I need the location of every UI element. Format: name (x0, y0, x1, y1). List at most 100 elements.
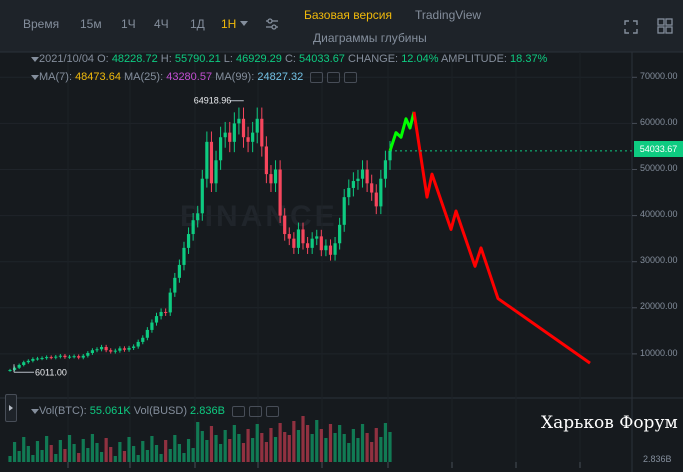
candle (35, 358, 40, 360)
ma-close-icon[interactable] (344, 71, 358, 83)
volume-bar (63, 449, 67, 462)
high-value: 55790.21 (174, 53, 221, 65)
volume-bar (255, 424, 259, 462)
vol-btc-label: Vol(BTC): (39, 405, 87, 417)
vol-busd-label: Vol(BUSD) (133, 405, 187, 417)
volume-bar (22, 437, 26, 462)
candle (360, 169, 365, 179)
vol-busd-value: 2.836B (190, 405, 225, 417)
volume-bar (338, 425, 342, 462)
price-tick: 10000.00 (640, 348, 678, 358)
expand-panel-button[interactable] (5, 394, 17, 422)
volume-bar (383, 423, 388, 462)
ma-legend: MA(7): 48473.64 MA(25): 43280.57 MA(99):… (31, 71, 358, 83)
candle (196, 213, 200, 221)
vol-btc-value: 55.061K (89, 405, 131, 417)
layout-grid-icon[interactable] (657, 18, 673, 34)
candle (319, 236, 323, 251)
candle (132, 346, 136, 348)
volume-bar (379, 437, 383, 462)
volume-bar (164, 440, 168, 462)
interval-1h[interactable]: 1Ч (121, 17, 136, 31)
price-tick: 20000.00 (640, 301, 678, 311)
volume-bar (232, 425, 236, 462)
candle (315, 236, 319, 239)
tab-tradingview[interactable]: TradingView (415, 8, 482, 22)
vol-settings-icon[interactable] (248, 405, 262, 417)
vol-close-icon[interactable] (265, 405, 279, 417)
candle (283, 215, 287, 235)
volume-bar (342, 434, 346, 462)
price-tick: 30000.00 (640, 255, 678, 265)
volume-bar (173, 435, 177, 462)
chevron-right-icon (9, 405, 13, 411)
volume-bar (118, 442, 122, 462)
time-label[interactable]: Время (23, 17, 60, 31)
fullscreen-icon[interactable] (623, 19, 639, 35)
candle (63, 355, 67, 358)
candle (168, 292, 172, 313)
interval-dropdown-icon[interactable] (240, 21, 248, 26)
collapse-legend-icon[interactable] (31, 56, 39, 62)
volume-bar (136, 455, 140, 462)
candle (246, 137, 250, 142)
open-label: O: (97, 53, 109, 65)
volume-bar (278, 423, 282, 462)
tab-depth-chart[interactable]: Диаграммы глубины (313, 31, 427, 45)
volume-bar (351, 429, 355, 462)
candle (31, 358, 35, 361)
indicator-settings-icon[interactable] (265, 17, 279, 31)
volume-bar (269, 428, 273, 462)
forum-caption: Харьков Форум (541, 413, 678, 433)
volume-bar (370, 442, 374, 462)
candle (182, 247, 186, 265)
volume-bar (251, 438, 255, 462)
candle (49, 357, 53, 359)
interval-1d[interactable]: 1Д (190, 17, 205, 31)
volume-bar (31, 455, 35, 462)
candle (347, 187, 351, 198)
candle (260, 118, 264, 147)
candle (154, 316, 159, 323)
interval-4h[interactable]: 4Ч (154, 17, 169, 31)
volume-bar (58, 440, 62, 462)
candle (164, 311, 168, 313)
vol-visibility-icon[interactable] (231, 405, 245, 417)
candle (237, 118, 241, 124)
volume-bar (287, 435, 291, 462)
interval-1w[interactable]: 1Н (221, 17, 237, 31)
interval-15m[interactable]: 15м (80, 17, 102, 31)
volume-legend: Vol(BTC): 55.061K Vol(BUSD) 2.836B (31, 405, 279, 417)
candle (67, 356, 72, 358)
candle (255, 118, 259, 133)
volume-bar (333, 433, 337, 462)
candle (232, 123, 236, 142)
volume-bar (145, 450, 149, 462)
ma-visibility-icon[interactable] (310, 71, 324, 83)
volume-bar (122, 451, 127, 462)
amplitude-label: AMPLITUDE: (440, 53, 507, 65)
volume-bar (177, 444, 181, 462)
volume-bar (182, 453, 186, 462)
volume-bar (283, 432, 287, 462)
volume-bar (127, 437, 131, 462)
collapse-volume-icon[interactable] (31, 408, 39, 414)
candle (310, 238, 314, 248)
candle (209, 141, 214, 184)
collapse-ma-icon[interactable] (31, 74, 39, 80)
candle (40, 358, 44, 360)
price-tick: 50000.00 (640, 163, 678, 173)
volume-bar (315, 420, 319, 462)
candle (214, 160, 218, 184)
ohlc-legend: 2021/10/04 O: 48228.72 H: 55790.21 L: 46… (31, 53, 547, 65)
tab-basic-version[interactable]: Базовая версия (304, 8, 392, 22)
candle (173, 277, 177, 293)
volume-bar (168, 449, 172, 462)
candle (205, 141, 209, 179)
volume-bar (196, 422, 200, 462)
candle (45, 357, 49, 359)
volume-bar (77, 453, 81, 462)
ma-settings-icon[interactable] (327, 71, 341, 83)
volume-bar (347, 443, 351, 462)
